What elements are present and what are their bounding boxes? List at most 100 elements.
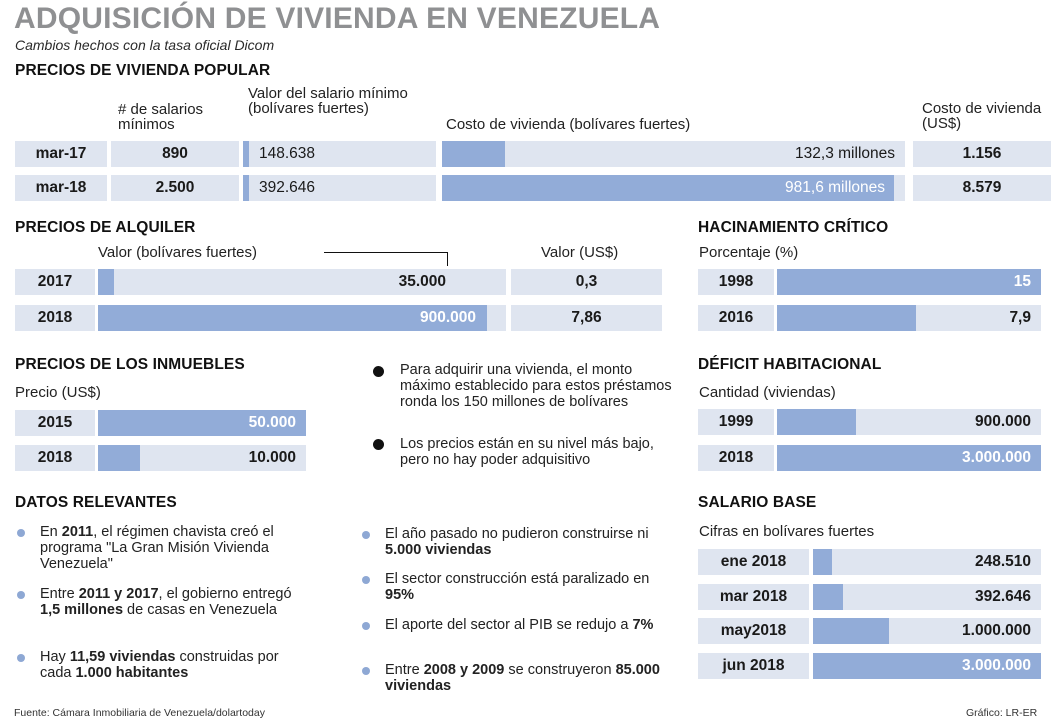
dato-text-pre: El aporte del sector al PIB se redujo a (385, 617, 633, 633)
nota-prestamos: Para adquirir una vivienda, el monto máx… (400, 362, 672, 410)
bullet-dot-icon (362, 576, 370, 584)
salario-row-label: may2018 (698, 618, 809, 644)
dato-text-pre: Hay (40, 649, 70, 665)
infographic-title: ADQUISICIÓN DE VIVIENDA EN VENEZUELA (14, 2, 661, 35)
inmuebles-bar (98, 410, 306, 436)
vivienda-row-label: mar-18 (15, 175, 107, 201)
salario-value-cell: 1.000.000 (813, 618, 1041, 644)
dato-right-2: El aporte del sector al PIB se redujo a … (385, 617, 665, 633)
alquiler-valor-value: 900.000 (419, 309, 476, 326)
dato-text-b2: 85.000 viviendas (385, 662, 660, 694)
salario-row-label: ene 2018 (698, 549, 809, 575)
dato-text-mid: , el régimen chavista creó el programa "… (40, 524, 274, 572)
dato-text-b1: 2011 y 2017 (78, 586, 159, 602)
vivienda-row-label-value: mar-18 (35, 179, 87, 196)
salario-sub: Cifras en bolívares fuertes (699, 523, 875, 540)
alquiler-heading: PRECIOS DE ALQUILER (15, 219, 196, 236)
vivienda-row-label-value: mar-17 (35, 145, 87, 162)
salario-value-cell-value: 3.000.000 (962, 657, 1031, 674)
hacinamiento-row-label-value: 2016 (718, 309, 754, 326)
nota-precios: Los precios están en su nivel más bajo, … (400, 436, 654, 468)
alquiler-valor-bar (98, 305, 487, 331)
bullet-dot-icon (373, 366, 384, 377)
deficit-value-cell-value: 900.000 (974, 413, 1031, 430)
salario-heading: SALARIO BASE (698, 494, 817, 511)
inmuebles-value-cell-value: 50.000 (248, 414, 296, 431)
dato-text-b1: 2008 y 2009 (423, 662, 505, 678)
dato-text-pre: Entre (40, 586, 79, 602)
dato-text-pre: Entre (385, 662, 424, 678)
hacinamiento-value-cell: 7,9 (777, 305, 1041, 331)
dato-text-b2: 1.000 habitantes (75, 665, 189, 681)
salario-value-cell-value: 392.646 (974, 588, 1031, 605)
dato-text-b1: 95% (385, 587, 415, 603)
bullet-dot-icon (362, 667, 370, 675)
hacinamiento-heading: HACINAMIENTO CRÍTICO (698, 219, 889, 236)
dato-text-mid: construidas por cada (40, 649, 279, 681)
alquiler-row-label: 2018 (15, 305, 95, 331)
alquiler-row-label-value: 2017 (37, 273, 73, 290)
deficit-value-cell-value: 3.000.000 (962, 449, 1031, 466)
inmuebles-row-label: 2015 (15, 410, 95, 436)
footer-source: Fuente: Cámara Inmobiliaria de Venezuela… (14, 707, 265, 719)
hacinamiento-value-cell-value: 7,9 (1009, 309, 1031, 326)
vivienda-valor-bar (243, 141, 249, 167)
vivienda-costo-usd: 1.156 (913, 141, 1051, 167)
infographic-subtitle: Cambios hechos con la tasa oficial Dicom (15, 37, 275, 53)
hacinamiento-bar (777, 305, 917, 331)
hacinamiento-row-label: 2016 (698, 305, 774, 331)
alquiler-usd: 7,86 (511, 305, 662, 331)
inmuebles-heading: PRECIOS DE LOS INMUEBLES (15, 356, 245, 373)
inmuebles-bar (98, 445, 140, 471)
dato-right-1: El sector construcción está paralizado e… (385, 571, 665, 603)
salario-value-cell: 248.510 (813, 549, 1041, 575)
alquiler-col-usd: Valor (US$) (541, 244, 619, 261)
dato-text-b2: 1,5 millones (40, 602, 124, 618)
alquiler-row-label: 2017 (15, 269, 95, 295)
salario-value-cell: 392.646 (813, 584, 1041, 610)
dato-text-b1: 7% (632, 617, 654, 633)
alquiler-leader-tick (447, 252, 448, 266)
salario-row-label-value: jun 2018 (722, 657, 785, 674)
salario-value-cell-value: 1.000.000 (962, 622, 1031, 639)
dato-text-pre: El año pasado no pudieron construirse ni (385, 526, 649, 542)
deficit-row-label-value: 2018 (718, 449, 754, 466)
hacinamiento-row-label: 1998 (698, 269, 774, 295)
alquiler-usd: 0,3 (511, 269, 662, 295)
dato-text-mid: se construyeron (504, 662, 616, 678)
inmuebles-value-cell-value: 10.000 (248, 449, 296, 466)
hacinamiento-row-label-value: 1998 (718, 273, 754, 290)
deficit-row-label-value: 1999 (718, 413, 754, 430)
salario-row-label: mar 2018 (698, 584, 809, 610)
vivienda-valor-value: 392.646 (259, 179, 316, 196)
salario-bar (813, 653, 1041, 679)
dato-right-0: El año pasado no pudieron construirse ni… (385, 526, 665, 558)
vivienda-col-costo-usd: Costo de vivienda (US$) (922, 100, 1042, 132)
deficit-bar (777, 409, 857, 435)
vivienda-costo-usd-value: 8.579 (962, 179, 1002, 196)
dato-left-0: En 2011, el régimen chavista creó el pro… (40, 524, 295, 572)
vivienda-valor: 148.638 (243, 141, 436, 167)
salario-row-label-value: ene 2018 (720, 553, 787, 570)
salario-value-cell: 3.000.000 (813, 653, 1041, 679)
bullet-dot-icon (362, 622, 370, 630)
vivienda-valor-bar (243, 175, 249, 201)
vivienda-salarios: 890 (111, 141, 239, 167)
vivienda-costo-usd-value: 1.156 (962, 145, 1002, 162)
dato-text-pre: El sector construcción está paralizado e… (385, 571, 650, 587)
bullet-dot-icon (373, 439, 384, 450)
vivienda-costo-usd: 8.579 (913, 175, 1051, 201)
dato-text-b1: 11,59 viviendas (69, 649, 176, 665)
bullet-dot-icon (17, 654, 25, 662)
inmuebles-sub: Precio (US$) (15, 384, 101, 401)
salario-row-label: jun 2018 (698, 653, 809, 679)
alquiler-valor-value: 35.000 (398, 273, 446, 290)
vivienda-heading: PRECIOS DE VIVIENDA POPULAR (15, 62, 271, 79)
salario-value-cell-value: 248.510 (974, 553, 1031, 570)
dato-left-2: Hay 11,59 viviendas construidas por cada… (40, 649, 295, 681)
vivienda-costo-bs-bar (442, 141, 505, 167)
datos-heading: DATOS RELEVANTES (15, 494, 177, 511)
salario-bar (813, 584, 843, 610)
vivienda-valor-value: 148.638 (259, 145, 316, 162)
deficit-row-label: 1999 (698, 409, 774, 435)
